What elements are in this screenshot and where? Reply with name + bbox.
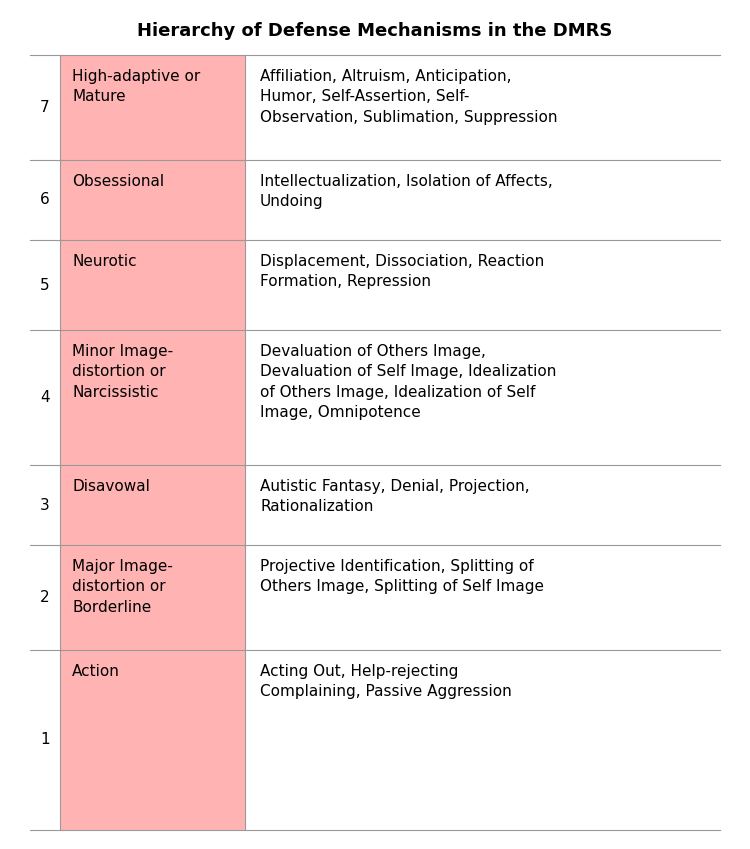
Text: Obsessional: Obsessional xyxy=(72,174,164,189)
Text: Acting Out, Help-rejecting
Complaining, Passive Aggression: Acting Out, Help-rejecting Complaining, … xyxy=(260,664,512,700)
Text: 5: 5 xyxy=(40,278,50,293)
Text: Affiliation, Altruism, Anticipation,
Humor, Self-Assertion, Self-
Observation, S: Affiliation, Altruism, Anticipation, Hum… xyxy=(260,69,557,125)
Text: 7: 7 xyxy=(40,100,50,115)
Text: Neurotic: Neurotic xyxy=(72,254,136,269)
Text: Autistic Fantasy, Denial, Projection,
Rationalization: Autistic Fantasy, Denial, Projection, Ra… xyxy=(260,479,530,514)
Text: 2: 2 xyxy=(40,590,50,605)
Text: 4: 4 xyxy=(40,390,50,405)
Bar xyxy=(60,650,245,830)
Text: Hierarchy of Defense Mechanisms in the DMRS: Hierarchy of Defense Mechanisms in the D… xyxy=(137,22,613,40)
Text: Devaluation of Others Image,
Devaluation of Self Image, Idealization
of Others I: Devaluation of Others Image, Devaluation… xyxy=(260,344,556,420)
Bar xyxy=(60,160,245,240)
Bar xyxy=(60,240,245,330)
Text: Intellectualization, Isolation of Affects,
Undoing: Intellectualization, Isolation of Affect… xyxy=(260,174,553,210)
Text: 1: 1 xyxy=(40,733,50,747)
Text: Action: Action xyxy=(72,664,120,679)
Bar xyxy=(60,545,245,650)
Text: 6: 6 xyxy=(40,193,50,207)
Text: Minor Image-
distortion or
Narcissistic: Minor Image- distortion or Narcissistic xyxy=(72,344,173,400)
Text: Displacement, Dissociation, Reaction
Formation, Repression: Displacement, Dissociation, Reaction For… xyxy=(260,254,544,290)
Text: Disavowal: Disavowal xyxy=(72,479,150,494)
Text: 3: 3 xyxy=(40,498,50,513)
Bar xyxy=(60,465,245,545)
Bar xyxy=(60,55,245,160)
Bar xyxy=(60,330,245,465)
Text: Projective Identification, Splitting of
Others Image, Splitting of Self Image: Projective Identification, Splitting of … xyxy=(260,559,544,594)
Text: Major Image-
distortion or
Borderline: Major Image- distortion or Borderline xyxy=(72,559,172,615)
Text: High-adaptive or
Mature: High-adaptive or Mature xyxy=(72,69,200,104)
